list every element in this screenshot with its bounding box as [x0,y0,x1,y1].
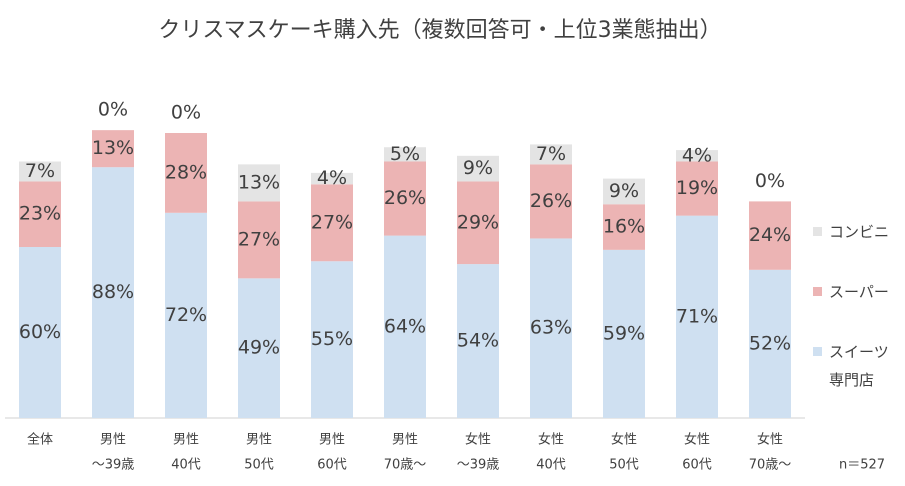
data-label: 24% [749,224,791,246]
x-tick-label: 50代 [609,458,639,473]
bar-segment [457,264,499,418]
data-label: 29% [457,211,499,233]
bar-segment [311,184,353,262]
data-label: 0% [98,99,128,121]
bar-segment [530,144,572,165]
bar-segment [165,133,207,213]
x-tick-label: 男性 [319,433,345,448]
x-tick-label: 60代 [682,458,712,473]
bar-segment [19,161,61,182]
x-tick-label: 女性 [465,432,491,448]
data-label: 28% [165,161,207,183]
bar-segment [238,164,280,202]
x-tick-label: 50代 [244,458,274,473]
legend-label: スイーツ専門店 [829,343,889,389]
data-label: 5% [390,143,420,165]
data-label: 4% [317,167,347,189]
data-label: 7% [25,160,55,182]
data-label: 13% [92,137,134,159]
bar-segment [749,269,791,418]
x-tick-label: ～39歳 [92,458,135,473]
data-label: 71% [676,305,718,327]
bar-segment [457,155,499,182]
x-tick-label: 70歳～ [384,458,427,473]
legend-swatch [813,287,822,296]
data-label: 27% [238,228,280,250]
data-label: 59% [603,322,645,344]
x-tick-label: 男性 [100,433,126,448]
bar-segment [603,204,645,250]
legend-item: スーパー [813,282,893,342]
x-tick-label: 女性 [684,432,710,448]
x-tick-label: 女性 [757,432,783,448]
bar-segment [238,201,280,279]
chart-title: クリスマスケーキ購入先（複数回答可・上位3業態抽出） [158,18,721,43]
bar-segment [530,164,572,239]
x-tick-label: 男性 [173,433,199,448]
bar-segment [384,235,426,418]
data-label: 54% [457,330,499,352]
x-tick-label: 70歳～ [749,458,792,473]
x-tick-label: 60代 [317,458,347,473]
legend-swatch [813,227,822,236]
data-label: 49% [238,337,280,359]
data-label: 26% [384,187,426,209]
bar-segment [311,172,353,185]
data-label: 4% [682,144,712,166]
bar-segment [384,147,426,162]
data-label: 7% [536,143,566,165]
x-tick-label: 全体 [27,432,53,448]
legend: コンビニスーパースイーツ専門店 [813,222,893,402]
bar-segment [384,161,426,236]
legend-item: スイーツ専門店 [813,342,893,402]
data-label: 9% [609,180,639,202]
data-label: 9% [463,157,493,179]
data-label: 23% [19,203,61,225]
bar-segment [19,181,61,247]
bar-segment [92,167,134,418]
data-label: 55% [311,328,353,350]
x-tick-label: 40代 [171,458,201,473]
x-tick-label: 女性 [538,432,564,448]
data-label: 88% [92,281,134,303]
data-label: 19% [676,177,718,199]
data-label: 72% [165,304,207,326]
bar-segment [676,215,718,418]
x-tick-label: 女性 [611,432,637,448]
annotation: n＝527 [839,458,885,473]
data-label: 0% [171,102,201,124]
bar-segment [165,212,207,418]
bar-segment [676,161,718,216]
bar-segment [603,178,645,205]
bar-segment [457,181,499,265]
bar-segment [238,278,280,418]
data-label: 13% [238,171,280,193]
legend-label: スーパー [829,283,889,301]
bar-segment [749,201,791,270]
bar-segment [603,249,645,418]
bar-segment [676,150,718,162]
bar-segment [19,247,61,418]
bar-segment [530,238,572,418]
bar-segment [92,130,134,168]
legend-item: コンビニ [813,222,893,282]
x-tick-label: ～39歳 [457,458,500,473]
legend-label: コンビニ [829,223,890,241]
x-tick-label: 40代 [536,458,566,473]
data-label: 64% [384,315,426,337]
data-label: 16% [603,216,645,238]
data-label: 27% [311,211,353,233]
legend-swatch [813,347,822,356]
bar-segment [311,261,353,418]
data-label: 26% [530,190,572,212]
data-label: 52% [749,332,791,354]
data-label: 60% [19,321,61,343]
data-label: 0% [755,170,785,192]
x-tick-label: 男性 [246,433,272,448]
x-tick-label: 男性 [392,433,418,448]
data-label: 63% [530,317,572,339]
